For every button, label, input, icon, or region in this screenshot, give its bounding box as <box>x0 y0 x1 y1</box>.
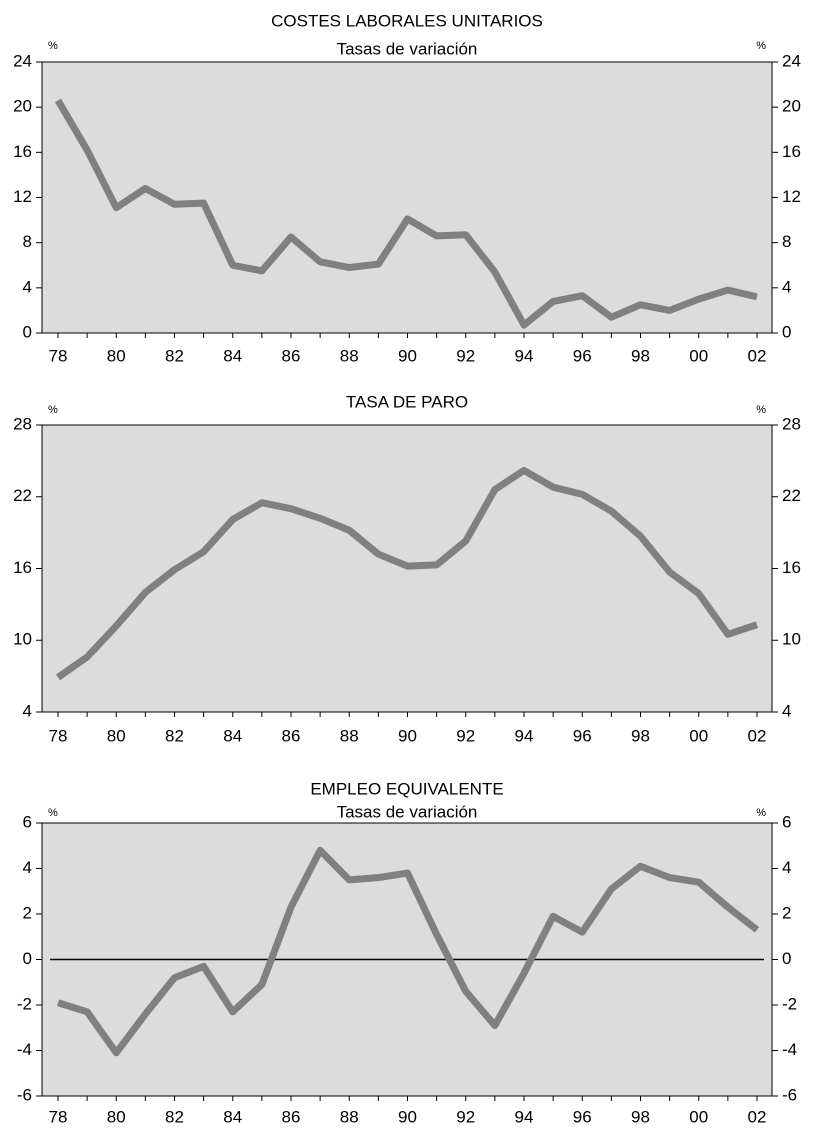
x-tick-label: 00 <box>689 1107 708 1126</box>
x-tick-label: 98 <box>631 1107 650 1126</box>
y-tick-label: 8 <box>23 232 32 251</box>
y-tick-label: 0 <box>23 949 32 968</box>
y-tick-label: 4 <box>23 277 32 296</box>
x-tick-label: 88 <box>340 1107 359 1126</box>
y2-tick-label: 28 <box>782 414 801 433</box>
y-unit-label: % <box>48 40 58 52</box>
x-tick-label: 86 <box>282 726 301 745</box>
x-tick-label: 00 <box>689 726 708 745</box>
x-tick-label: 84 <box>223 1107 242 1126</box>
y2-tick-label: 16 <box>782 142 801 161</box>
y-unit-label: % <box>48 807 58 819</box>
y-tick-label: 12 <box>13 187 32 206</box>
x-tick-label: 78 <box>49 1107 68 1126</box>
x-tick-label: 84 <box>223 346 242 365</box>
data-line <box>56 846 760 1057</box>
y-tick-label: 10 <box>13 630 32 649</box>
y2-unit-label: % <box>756 40 766 52</box>
x-tick-label: 90 <box>398 1107 417 1126</box>
x-tick-label: 98 <box>631 726 650 745</box>
chart-title: COSTES LABORALES UNITARIOS <box>271 11 543 30</box>
y-tick-label: 2 <box>23 903 32 922</box>
x-tick-label: 82 <box>165 1107 184 1126</box>
x-tick-label: 82 <box>165 346 184 365</box>
chart-subtitle: Tasas de variación <box>337 39 478 58</box>
y2-tick-label: 8 <box>782 232 791 251</box>
x-tick-label: 02 <box>748 1107 767 1126</box>
y-tick-label: 4 <box>23 701 32 720</box>
x-tick-label: 96 <box>573 726 592 745</box>
y-tick-label: 16 <box>13 142 32 161</box>
x-tick-label: 88 <box>340 726 359 745</box>
y2-tick-label: -2 <box>782 994 797 1013</box>
y-tick-label: 16 <box>13 558 32 577</box>
y2-tick-label: 2 <box>782 903 791 922</box>
x-tick-label: 86 <box>282 346 301 365</box>
y2-tick-label: 4 <box>782 277 791 296</box>
x-tick-label: 80 <box>107 1107 126 1126</box>
y-tick-label: -2 <box>17 994 32 1013</box>
y2-tick-label: 4 <box>782 858 791 877</box>
y-tick-label: -6 <box>17 1085 32 1104</box>
x-tick-label: 02 <box>748 346 767 365</box>
y-tick-label: 28 <box>13 414 32 433</box>
x-tick-label: 86 <box>282 1107 301 1126</box>
x-tick-label: 92 <box>456 346 475 365</box>
y-tick-label: -4 <box>17 1040 32 1059</box>
x-tick-label: 00 <box>689 346 708 365</box>
x-tick-label: 82 <box>165 726 184 745</box>
y-unit-label: % <box>48 404 58 416</box>
y2-tick-label: 24 <box>782 51 801 70</box>
x-tick-label: 94 <box>515 726 534 745</box>
x-tick-label: 98 <box>631 346 650 365</box>
chart-subtitle: Tasas de variación <box>337 802 478 821</box>
x-tick-label: 88 <box>340 346 359 365</box>
y2-tick-label: 16 <box>782 558 801 577</box>
x-tick-label: 96 <box>573 1107 592 1126</box>
y-tick-label: 24 <box>13 51 32 70</box>
plot-area <box>41 61 773 334</box>
x-tick-label: 78 <box>49 346 68 365</box>
chart-title: EMPLEO EQUIVALENTE <box>310 779 503 798</box>
y2-tick-label: 10 <box>782 630 801 649</box>
x-tick-label: 90 <box>398 726 417 745</box>
y2-tick-label: 20 <box>782 97 801 116</box>
y-tick-label: 22 <box>13 486 32 505</box>
x-tick-label: 94 <box>515 346 534 365</box>
x-tick-label: 84 <box>223 726 242 745</box>
x-tick-label: 92 <box>456 1107 475 1126</box>
y2-tick-label: 22 <box>782 486 801 505</box>
chart-title: TASA DE PARO <box>346 392 468 411</box>
y2-tick-label: 6 <box>782 812 791 831</box>
y2-tick-label: 12 <box>782 187 801 206</box>
y-tick-label: 20 <box>13 97 32 116</box>
data-line <box>54 98 758 329</box>
y2-unit-label: % <box>756 404 766 416</box>
y2-tick-label: -6 <box>782 1085 797 1104</box>
x-tick-label: 92 <box>456 726 475 745</box>
x-tick-label: 96 <box>573 346 592 365</box>
x-tick-label: 80 <box>107 346 126 365</box>
y2-unit-label: % <box>756 807 766 819</box>
x-tick-label: 90 <box>398 346 417 365</box>
x-tick-label: 94 <box>515 1107 534 1126</box>
y-tick-label: 0 <box>23 322 32 341</box>
x-tick-label: 02 <box>748 726 767 745</box>
y-tick-label: 6 <box>23 812 32 831</box>
y2-tick-label: -4 <box>782 1040 797 1059</box>
x-tick-label: 78 <box>49 726 68 745</box>
x-tick-label: 80 <box>107 726 126 745</box>
y2-tick-label: 4 <box>782 701 791 720</box>
data-line <box>55 466 759 681</box>
y2-tick-label: 0 <box>782 949 791 968</box>
y2-tick-label: 0 <box>782 322 791 341</box>
y-tick-label: 4 <box>23 858 32 877</box>
